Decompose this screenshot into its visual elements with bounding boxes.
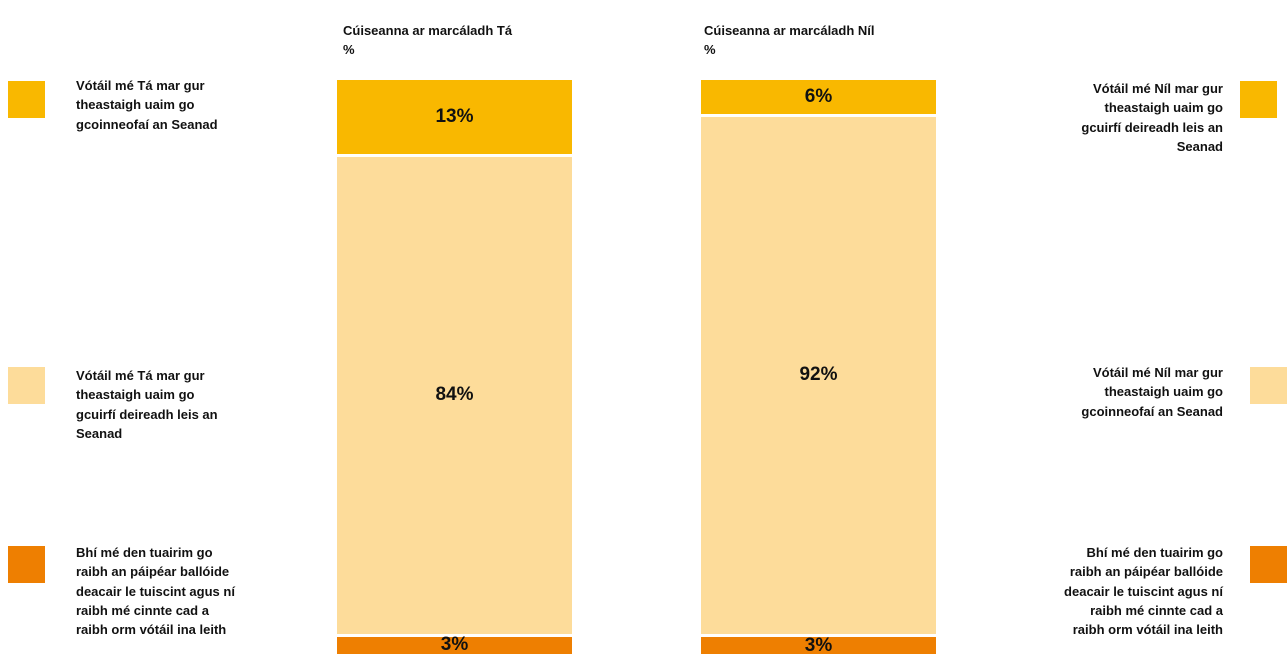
column-title-ta-unit: % [343,42,355,57]
column-title-ta: Cúiseanna ar marcáladh Tá % [343,21,543,59]
legend-swatch-nil-keep [1250,367,1287,404]
bar-segment-nil-middle [701,116,936,635]
data-label-ta-top: 13% [435,105,474,127]
legend-swatch-nil-confused [1250,546,1287,583]
column-title-nil: Cúiseanna ar marcáladh Níl % [704,21,904,59]
column-title-nil-text: Cúiseanna ar marcáladh Níl [704,23,875,38]
column-title-nil-unit: % [704,42,716,57]
legend-label-nil-confused: Bhí mé den tuairim go raibh an páipéar b… [1064,545,1223,638]
legend-label-nil-keep: Vótáil mé Níl mar gur theastaigh uaim go… [1081,365,1223,419]
legend-label-ta-abolish: Vótáil mé Tá mar gur theastaigh uaim go … [76,368,218,441]
legend-label-nil-abolish: Vótáil mé Níl mar gur theastaigh uaim go… [1081,81,1223,154]
bar-segment-ta-middle [337,156,572,634]
bar-segment-nil-bottom [701,637,936,654]
data-label-nil-top: 6% [804,85,833,107]
legend-label-ta-confused: Bhí mé den tuairim go raibh an páipéar b… [76,545,235,638]
data-label-nil-bottom: 3% [804,634,833,656]
bar-segment-ta-top [337,80,572,154]
stacked-bar-nil: 6% 92% 3% [701,80,936,656]
legend-label-ta-keep: Vótáil mé Tá mar gur theastaigh uaim go … [76,78,218,132]
legend-swatch-ta-abolish [8,367,45,404]
legend-swatch-ta-confused [8,546,45,583]
stacked-bar-ta: 13% 84% 3% [337,80,572,656]
data-label-nil-middle: 92% [799,364,838,386]
legend-swatch-nil-abolish [1240,81,1277,118]
legend-swatch-ta-keep [8,81,45,118]
data-label-ta-middle: 84% [435,384,474,406]
bar-segment-ta-bottom [337,636,572,654]
bar-segment-nil-top [701,80,936,114]
column-title-ta-text: Cúiseanna ar marcáladh Tá [343,23,513,38]
data-label-ta-bottom: 3% [440,634,469,656]
